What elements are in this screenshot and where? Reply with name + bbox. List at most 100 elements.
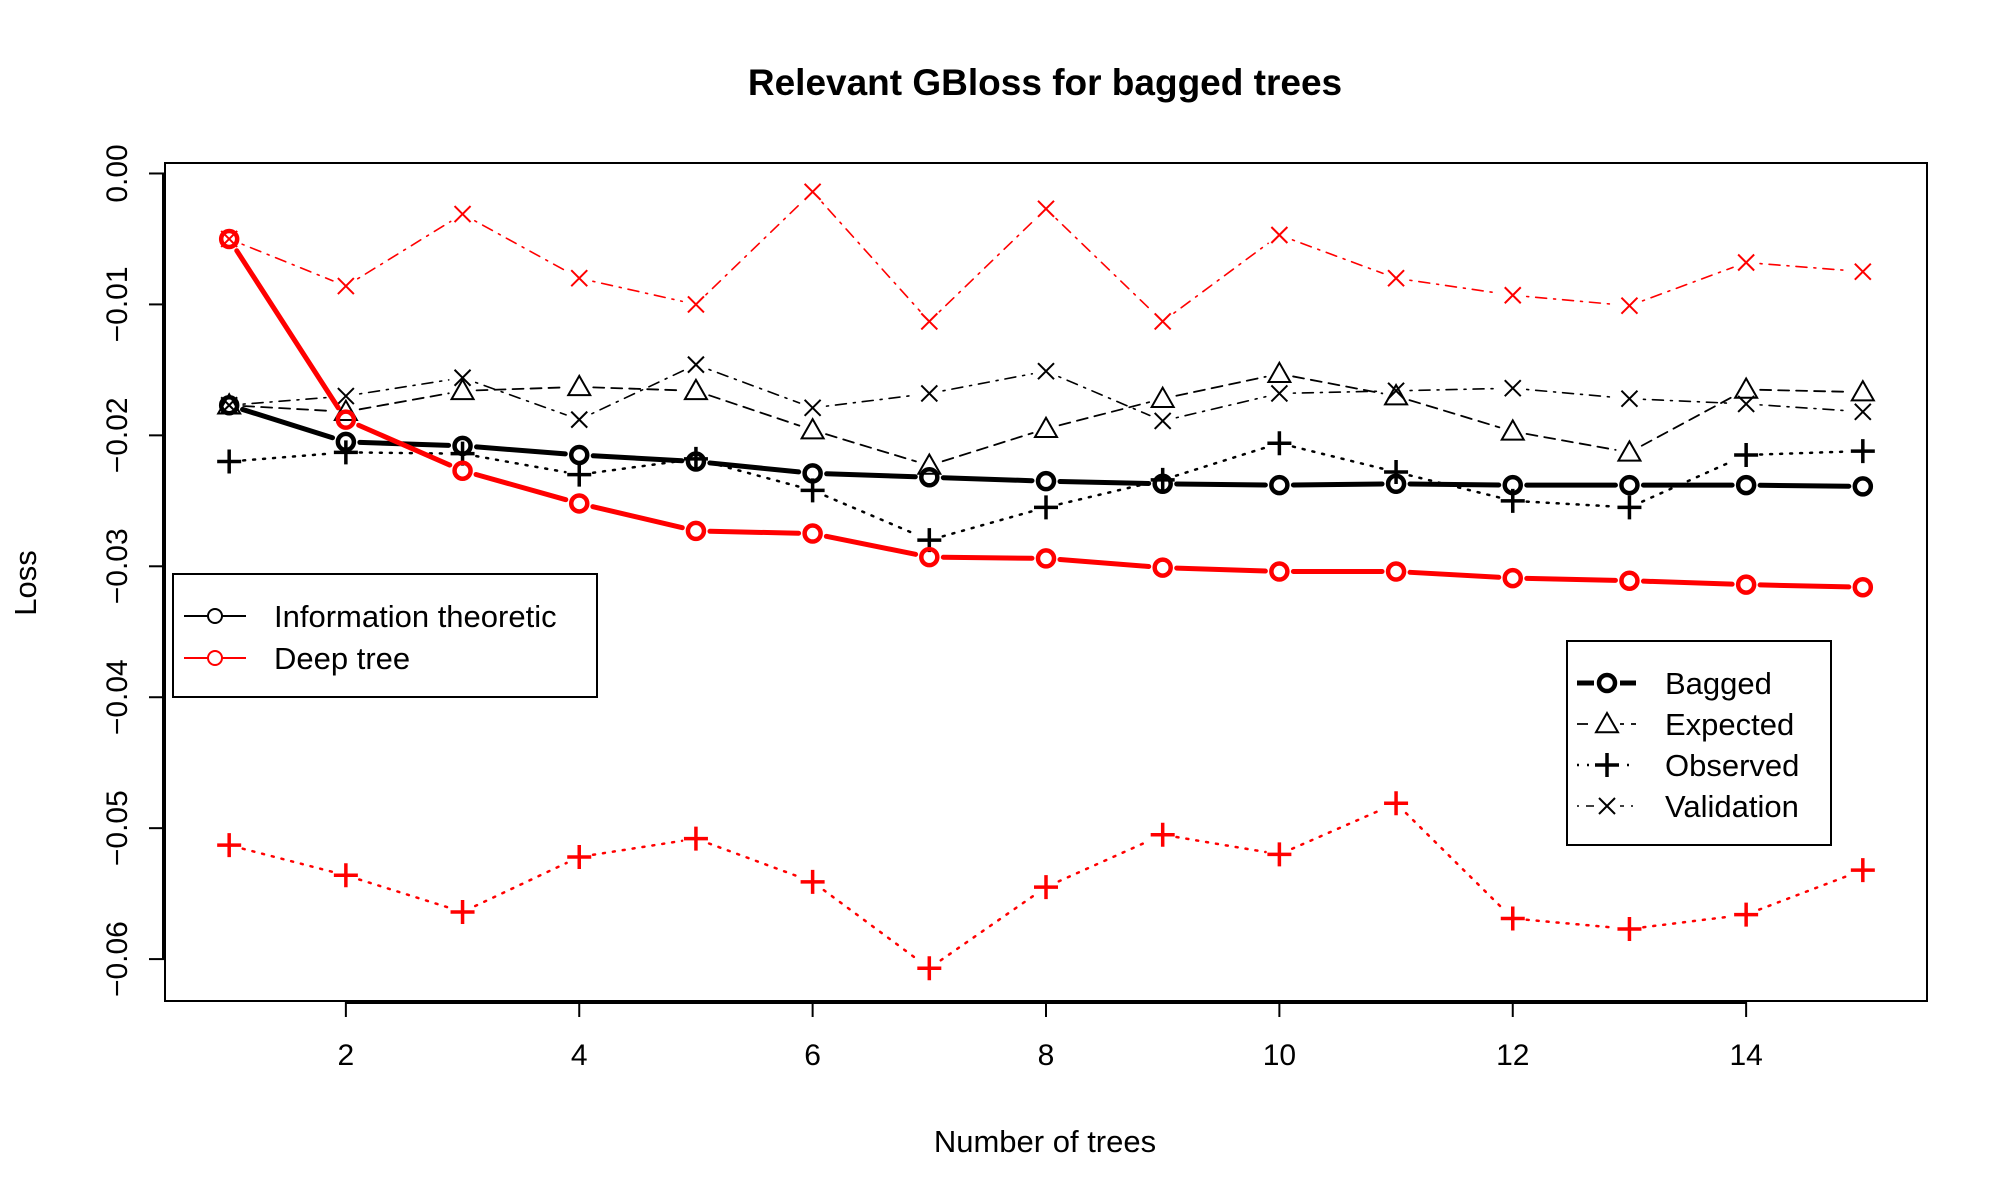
series-segment <box>358 451 450 455</box>
series-segment <box>938 217 1037 313</box>
y-tick-label: −0.03 <box>101 528 134 604</box>
data-point <box>1504 379 1522 397</box>
data-point <box>1854 262 1872 281</box>
series-segment <box>1525 918 1617 929</box>
series-segment <box>941 509 1034 538</box>
data-point <box>685 520 707 542</box>
data-point <box>1037 200 1055 218</box>
series-segment <box>940 475 1035 484</box>
data-point <box>452 460 473 481</box>
series-segment <box>356 422 453 468</box>
series-segment <box>241 452 334 462</box>
data-point <box>1619 474 1640 496</box>
x-tick-label: 12 <box>1496 1039 1529 1072</box>
legend-item-deep-tree: Deep tree <box>184 641 410 676</box>
series-segment <box>1525 388 1617 399</box>
data-point <box>1387 269 1405 287</box>
data-point <box>1734 442 1759 467</box>
data-point <box>1150 467 1175 492</box>
data-point <box>1153 312 1172 331</box>
data-point <box>1387 382 1405 400</box>
data-point <box>1620 297 1639 315</box>
series-segment <box>358 392 450 411</box>
series-segment <box>1641 266 1734 302</box>
data-point <box>1149 385 1176 408</box>
data-point <box>1267 842 1292 867</box>
data-point <box>1270 226 1289 244</box>
series-segment <box>1759 388 1850 393</box>
data-point <box>1852 476 1874 497</box>
data-point <box>1737 395 1755 413</box>
series-segment <box>1058 401 1151 427</box>
series-segment <box>1409 279 1500 295</box>
data-point <box>220 230 238 248</box>
legend-marker <box>207 650 223 666</box>
chart-title: Relevant GBloss for bagged trees <box>748 62 1342 103</box>
data-point <box>1153 412 1172 430</box>
data-point <box>217 833 242 858</box>
data-point <box>567 844 592 869</box>
series-segment <box>1292 375 1384 395</box>
data-point <box>1854 403 1872 421</box>
series-segment <box>1055 217 1154 313</box>
series-segment <box>241 847 334 874</box>
data-point <box>803 183 822 201</box>
series-segment <box>941 432 1034 463</box>
series-segment <box>1640 395 1735 447</box>
data-point <box>1150 822 1175 847</box>
series-segment <box>474 220 568 273</box>
series-segment <box>242 396 333 405</box>
series-segment <box>475 454 567 474</box>
data-point <box>216 392 242 415</box>
data-point <box>687 295 705 314</box>
y-tick-label: −0.01 <box>101 266 134 342</box>
legend-methods: Information theoretic Deep tree <box>172 573 598 698</box>
data-point <box>683 826 708 851</box>
series-segment <box>591 839 684 857</box>
legend-label: Expected <box>1665 707 1794 742</box>
data-point <box>800 478 825 503</box>
series-segment <box>1175 835 1267 854</box>
legend-marker <box>207 608 223 624</box>
data-point <box>1504 286 1522 304</box>
data-point <box>218 228 240 250</box>
y-tick-label: −0.05 <box>101 790 134 866</box>
series-segment <box>592 280 684 303</box>
series-segment <box>1057 557 1152 570</box>
series-segment <box>824 494 918 536</box>
series-segment <box>234 248 341 411</box>
series-information-theoretic-validation <box>220 355 1872 430</box>
series-segment <box>590 504 685 531</box>
data-point <box>1384 460 1409 485</box>
x-tick-label: 6 <box>804 1039 821 1072</box>
data-point <box>1266 360 1293 384</box>
data-point <box>1384 791 1409 816</box>
series-segment <box>1642 398 1733 405</box>
series-segment <box>825 433 917 463</box>
series-segment <box>591 369 685 415</box>
series-segment <box>474 444 568 457</box>
legend-item-observed: Observed <box>1577 748 1799 783</box>
x-axis: 2 4 6 8 10 12 14 <box>338 1001 1763 1072</box>
series-segment <box>1290 481 1385 488</box>
legend-item-bagged: Bagged <box>1577 666 1772 701</box>
data-point <box>450 899 475 924</box>
series-segment <box>1290 807 1385 850</box>
series-segment <box>1291 239 1384 275</box>
series-segment <box>592 386 683 392</box>
legend-label: Validation <box>1665 789 1799 824</box>
series-segment <box>939 893 1036 962</box>
series-segment <box>1057 478 1152 486</box>
y-axis-label: Loss <box>8 550 43 615</box>
y-tick-label: −0.02 <box>101 397 134 473</box>
data-point <box>1269 474 1290 496</box>
series-segment <box>1407 569 1502 580</box>
y-tick-label: −0.06 <box>101 921 134 997</box>
series-segment <box>821 201 921 312</box>
series-segment <box>1408 399 1501 429</box>
data-point <box>920 312 939 331</box>
data-point <box>333 863 358 888</box>
x-tick-label: 4 <box>571 1039 588 1072</box>
series-information-theoretic-observed <box>217 431 1875 553</box>
